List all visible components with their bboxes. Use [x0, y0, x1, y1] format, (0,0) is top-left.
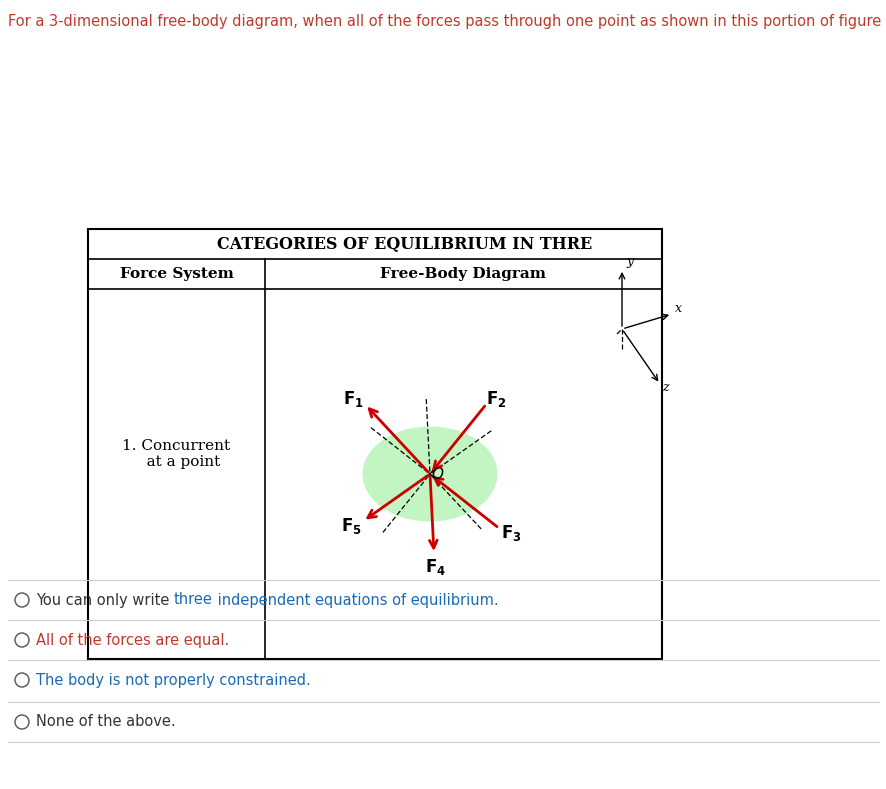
- Text: Free-Body Diagram: Free-Body Diagram: [380, 267, 546, 281]
- Text: three: three: [174, 593, 213, 608]
- Text: $\mathbf{F_1}$: $\mathbf{F_1}$: [343, 390, 363, 409]
- Text: independent equations of equilibrium.: independent equations of equilibrium.: [213, 593, 498, 608]
- Text: $\mathbf{F_2}$: $\mathbf{F_2}$: [486, 389, 506, 409]
- Text: For a 3-dimensional free-body diagram, when all of the forces pass through one p: For a 3-dimensional free-body diagram, w…: [8, 14, 886, 29]
- Bar: [88, 229, 661, 659]
- Text: CATEGORIES OF EQUILIBRIUM IN THRE: CATEGORIES OF EQUILIBRIUM IN THRE: [217, 235, 592, 252]
- Ellipse shape: [362, 427, 497, 522]
- Text: y: y: [626, 255, 633, 268]
- Text: None of the above.: None of the above.: [36, 715, 175, 730]
- Text: $\mathbf{F_3}$: $\mathbf{F_3}$: [501, 523, 521, 544]
- Text: $O$: $O$: [431, 466, 444, 482]
- Text: All of the forces are equal.: All of the forces are equal.: [36, 633, 229, 648]
- Text: The body is not properly constrained.: The body is not properly constrained.: [36, 672, 310, 687]
- Text: x: x: [674, 302, 681, 315]
- Text: You can only write: You can only write: [36, 593, 174, 608]
- Text: 1. Concurrent
   at a point: 1. Concurrent at a point: [122, 439, 230, 469]
- Text: $\mathbf{F_5}$: $\mathbf{F_5}$: [340, 516, 361, 537]
- Text: $\mathbf{F_4}$: $\mathbf{F_4}$: [425, 557, 446, 577]
- Text: z: z: [661, 381, 668, 394]
- Text: Force System: Force System: [120, 267, 233, 281]
